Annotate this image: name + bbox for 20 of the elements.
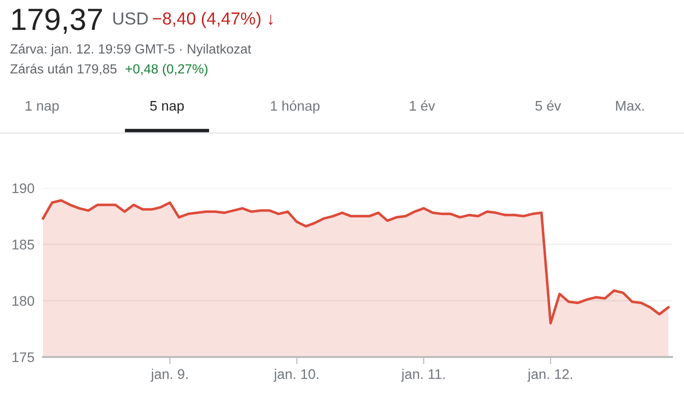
- text: 1 nap: [26, 101, 59, 114]
- text: USD: [113, 12, 148, 25]
- y-tick-label: 185: [12, 240, 34, 250]
- text: 1 hónap: [270, 100, 320, 114]
- text: +0,48 (0,27%): [126, 64, 208, 76]
- x-tick-label: jan. 11.: [401, 368, 445, 382]
- text: Zárás után 179,85: [10, 64, 117, 76]
- text: −8,40 (4,47%) ↓: [152, 12, 273, 28]
- y-tick-label: 180: [12, 296, 34, 306]
- x-tick-label: jan. 12.: [527, 368, 572, 382]
- text: 5 nap: [150, 101, 184, 114]
- x-tick-label: jan. 10.: [274, 368, 318, 382]
- y-tick-label: 190: [12, 183, 34, 194]
- x-tick-label: jan. 9.: [150, 368, 188, 382]
- text: Zárva: jan. 12. 19:59 GMT-5 · Nyilatkozat: [10, 44, 252, 56]
- text: Max.: [616, 101, 644, 111]
- y-tick-label: 175: [12, 352, 34, 362]
- text: 1 év: [410, 100, 436, 111]
- chart-title: 179,37: [12, 8, 102, 34]
- text: 5 év: [535, 100, 562, 111]
